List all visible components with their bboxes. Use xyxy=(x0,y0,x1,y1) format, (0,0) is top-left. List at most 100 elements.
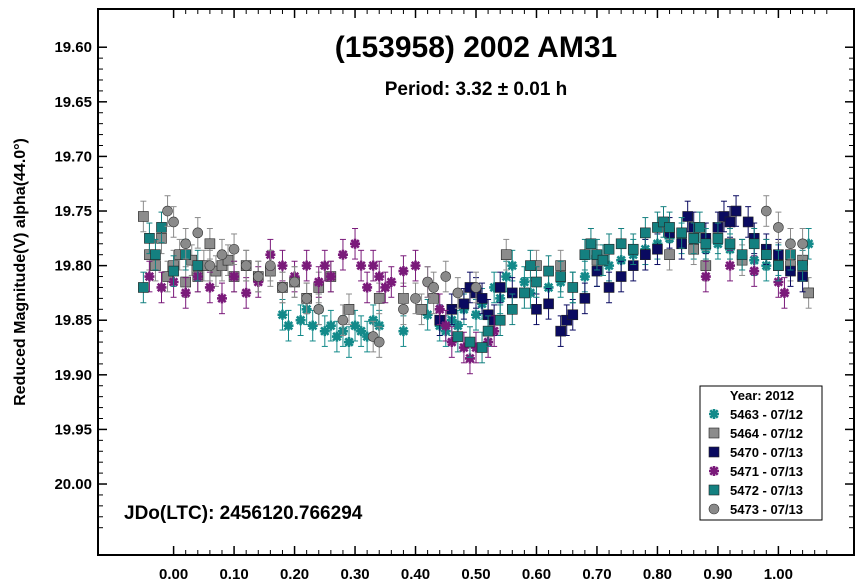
data-point xyxy=(604,260,615,271)
data-point xyxy=(319,260,330,271)
data-point xyxy=(301,293,312,304)
data-point xyxy=(476,293,488,304)
data-point xyxy=(156,282,167,293)
data-point xyxy=(313,277,324,287)
data-point xyxy=(374,320,385,331)
data-point xyxy=(410,293,421,304)
y-tick-label: 19.90 xyxy=(54,367,92,384)
data-point xyxy=(192,227,204,239)
data-point xyxy=(471,342,481,353)
data-point xyxy=(374,271,385,282)
data-point xyxy=(797,260,808,271)
data-point xyxy=(319,326,330,337)
data-point xyxy=(494,282,506,293)
data-point xyxy=(350,320,361,331)
data-point xyxy=(688,233,700,244)
data-point xyxy=(168,265,179,277)
data-point xyxy=(216,293,227,304)
data-point xyxy=(500,249,512,260)
data-point xyxy=(241,287,252,298)
data-point xyxy=(591,249,603,260)
data-point xyxy=(416,303,427,315)
data-point xyxy=(240,260,252,271)
data-point xyxy=(555,325,566,337)
data-point xyxy=(138,282,149,293)
legend-entries: 5463 - 07/12 5464 - 07/12 5470 - 07/13 5471… xyxy=(708,407,803,517)
data-point xyxy=(204,238,216,250)
chart-subtitle: Period: 3.32 ± 0.01 h xyxy=(385,79,568,100)
x-tick-label: 0.00 xyxy=(159,566,188,583)
data-point xyxy=(337,314,349,326)
data-point xyxy=(761,205,772,217)
y-tick-label: 19.80 xyxy=(54,258,92,275)
data-point xyxy=(446,303,458,315)
legend-marker xyxy=(709,409,719,419)
data-point xyxy=(343,303,355,315)
data-points xyxy=(138,195,814,375)
y-tick-label: 19.95 xyxy=(54,421,92,438)
data-point xyxy=(368,315,379,326)
data-point xyxy=(362,282,373,293)
data-point xyxy=(597,254,609,266)
data-point xyxy=(204,282,215,293)
data-point xyxy=(156,222,167,233)
data-point xyxy=(386,277,397,287)
data-point xyxy=(343,337,354,348)
data-point xyxy=(222,254,234,266)
data-point xyxy=(356,260,367,271)
data-point xyxy=(567,282,579,293)
data-point xyxy=(192,260,204,271)
legend-entry-label: 5464 - 07/12 xyxy=(730,426,803,441)
data-point xyxy=(525,260,536,271)
data-point xyxy=(337,249,348,260)
data-point xyxy=(452,331,464,342)
series-5472 - 07/13 xyxy=(138,206,808,364)
data-point xyxy=(501,271,512,282)
data-point xyxy=(543,298,554,310)
data-point xyxy=(489,326,500,337)
data-point xyxy=(144,233,155,244)
data-point xyxy=(373,336,385,348)
data-point xyxy=(168,216,179,228)
data-point xyxy=(204,260,216,271)
data-point xyxy=(331,331,342,342)
data-point xyxy=(682,211,693,222)
data-point xyxy=(440,320,451,331)
x-axis: 0.00 0.10 0.20 0.30 0.40 0.50 0.60 0.70 0.80 0.90… xyxy=(159,9,828,583)
data-point xyxy=(398,326,409,337)
data-point xyxy=(676,227,687,239)
data-point xyxy=(144,271,155,282)
legend-entry-label: 5472 - 07/13 xyxy=(730,483,803,498)
data-point xyxy=(180,287,191,298)
data-point xyxy=(471,309,481,320)
data-point xyxy=(265,260,276,271)
data-point xyxy=(373,293,385,304)
data-point xyxy=(507,260,518,271)
x-tick-label: 0.20 xyxy=(280,566,309,583)
data-point xyxy=(138,211,149,222)
data-point xyxy=(422,309,433,320)
data-point xyxy=(210,265,222,277)
data-point xyxy=(525,287,536,298)
data-point xyxy=(725,260,736,271)
data-point xyxy=(356,326,367,337)
data-point xyxy=(761,249,772,260)
data-point xyxy=(736,249,748,260)
data-point xyxy=(362,331,373,342)
data-point xyxy=(543,265,554,277)
data-point xyxy=(640,249,651,260)
y-axis: 19.60 19.65 19.70 19.75 19.80 19.85 19.90 19.95… xyxy=(54,39,854,529)
data-point xyxy=(712,233,724,244)
legend-marker xyxy=(708,503,720,515)
data-point xyxy=(313,303,325,315)
data-point xyxy=(803,287,814,299)
data-point xyxy=(555,271,566,282)
data-point xyxy=(476,342,488,353)
y-tick-label: 20.00 xyxy=(54,476,92,493)
data-point xyxy=(277,282,288,293)
data-point xyxy=(616,255,627,266)
data-point xyxy=(694,222,706,233)
data-point xyxy=(216,249,228,260)
data-point xyxy=(700,238,712,250)
